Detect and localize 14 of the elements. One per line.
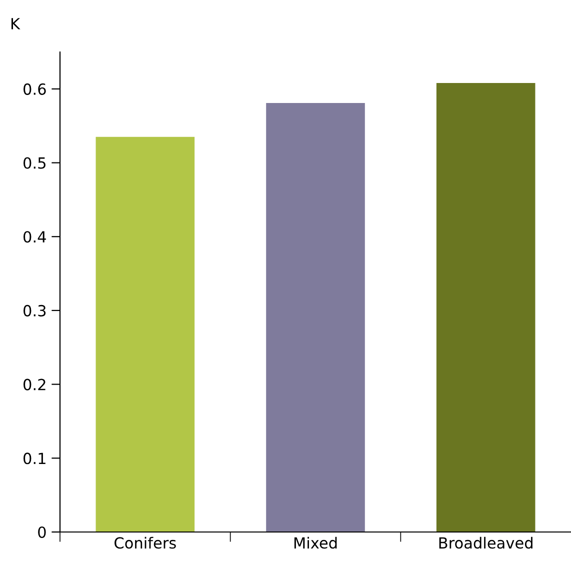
bar: [96, 136, 195, 532]
y-tick-label: 0.5: [24, 157, 46, 169]
y-axis-title: K: [12, 18, 20, 30]
y-tick-label: 0.2: [24, 378, 46, 390]
y-tick-label: 0.3: [24, 304, 46, 316]
bar: [436, 83, 536, 532]
y-tick-label: 0.1: [24, 452, 46, 464]
y-tick-label: 0: [38, 526, 46, 538]
x-tick-label: Broadleaved: [439, 536, 532, 549]
y-tick-label: 0.6: [24, 83, 46, 95]
bar: [266, 102, 365, 532]
y-tick-label: 0.4: [24, 231, 46, 243]
x-tick-label: Conifers: [114, 536, 176, 549]
x-tick-label: Mixed: [294, 536, 337, 549]
